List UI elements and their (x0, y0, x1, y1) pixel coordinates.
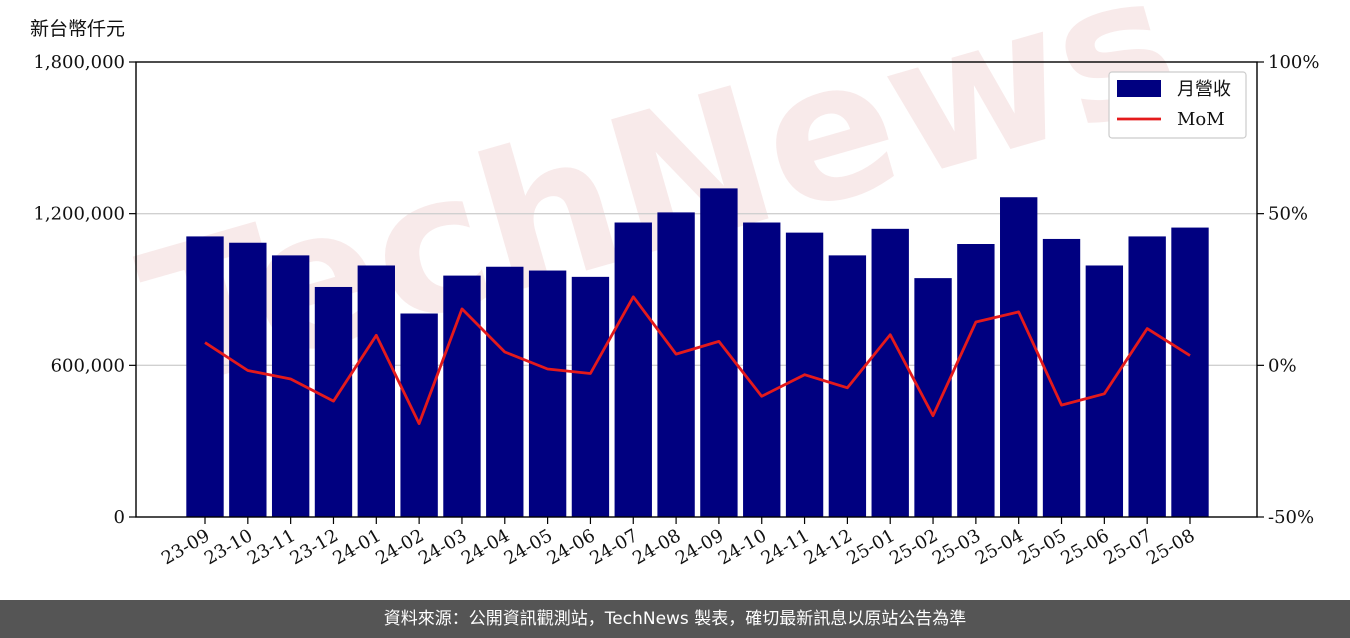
legend: 月營收 MoM (1108, 71, 1247, 139)
x-tick-label-25-04: 25-04 (972, 525, 1027, 569)
right-tick-label: 100% (1268, 52, 1319, 73)
bar-series (186, 188, 1209, 518)
x-tick-label-24-07: 24-07 (586, 525, 641, 569)
x-tick-label-24-11: 24-11 (758, 525, 813, 569)
bar-24-02 (400, 313, 438, 517)
revenue-chart: TechNews 0600,0001,200,0001,800,000-50%0… (33, 0, 1319, 569)
bar-24-04 (486, 266, 524, 517)
bar-25-08 (1171, 227, 1209, 517)
right-tick-label: 50% (1268, 204, 1308, 225)
line-series (204, 295, 1191, 426)
x-tick-label-24-12: 24-12 (800, 525, 855, 569)
bar-25-02 (914, 278, 952, 517)
bar-24-09 (700, 188, 738, 517)
plot-frame (135, 61, 1258, 518)
x-tick-label-23-11: 23-11 (244, 525, 299, 569)
bar-24-10 (743, 222, 781, 517)
bar-24-06 (571, 276, 610, 517)
x-tick-label-25-03: 25-03 (929, 525, 984, 569)
left-tick-label: 1,200,000 (33, 204, 125, 225)
legend-label-revenue: 月營收 (1177, 79, 1231, 100)
x-tick-label-23-12: 23-12 (287, 525, 342, 569)
right-tick-label: -50% (1268, 507, 1314, 528)
x-tick-label-24-03: 24-03 (415, 525, 470, 569)
bar-23-09 (186, 236, 224, 517)
x-tick-label-25-05: 25-05 (1015, 525, 1070, 569)
x-tick-label-24-09: 24-09 (672, 525, 727, 569)
mom-line (204, 295, 1191, 426)
x-tick-label-24-06: 24-06 (543, 525, 598, 569)
right-tick-label: 0% (1268, 355, 1297, 376)
bar-24-07 (614, 222, 652, 517)
left-tick-label: 0 (114, 507, 125, 528)
left-tick-label: 600,000 (51, 355, 125, 376)
x-tick-label-24-01: 24-01 (329, 525, 384, 569)
x-tick-label-23-09: 23-09 (158, 525, 213, 569)
y-axis-unit-label: 新台幣仟元 (30, 18, 126, 40)
x-tick-label-24-10: 24-10 (715, 525, 770, 569)
x-tick-label-25-07: 25-07 (1100, 525, 1155, 569)
x-tick-label-25-08: 25-08 (1143, 525, 1198, 569)
bar-24-08 (657, 212, 695, 517)
x-tick-label-25-02: 25-02 (886, 525, 941, 569)
bar-23-10 (229, 242, 267, 517)
legend-label-mom: MoM (1177, 109, 1225, 130)
bar-25-01 (871, 228, 909, 518)
x-tick-label-25-06: 25-06 (1057, 525, 1112, 569)
left-tick-label: 1,800,000 (33, 52, 125, 73)
bar-25-04 (1000, 197, 1038, 517)
x-tick-label-23-10: 23-10 (201, 525, 256, 569)
x-tick-label-24-02: 24-02 (372, 525, 427, 569)
bar-25-03 (957, 244, 995, 517)
x-tick-label-24-05: 24-05 (501, 525, 556, 569)
source-footer: 資料來源：公開資訊觀測站，TechNews 製表，確切最新訊息以原站公告為準 (0, 600, 1350, 638)
x-tick-label-25-01: 25-01 (843, 525, 898, 569)
x-tick-label-24-04: 24-04 (458, 525, 513, 569)
bar-24-01 (357, 265, 395, 517)
legend-swatch-bar (1117, 80, 1161, 97)
x-tick-label-24-08: 24-08 (629, 525, 684, 569)
bar-24-03 (443, 275, 481, 517)
bar-25-07 (1128, 236, 1166, 517)
bar-24-05 (528, 270, 567, 517)
